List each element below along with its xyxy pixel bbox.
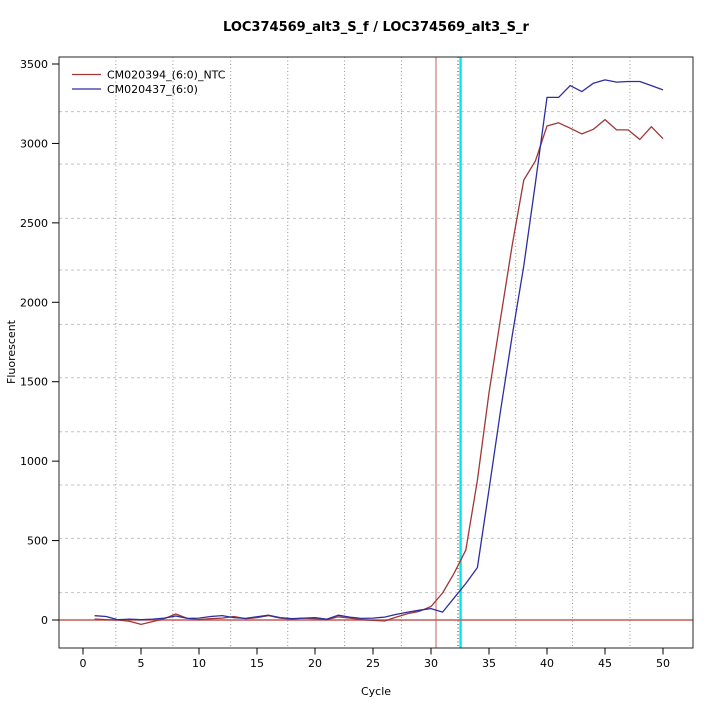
y-tick-label: 0 [41,614,48,627]
y-tick-label: 1500 [20,376,48,389]
horizontal-gridlines [59,111,693,594]
y-tick-label: 2500 [20,217,48,230]
x-tick-label: 15 [250,657,264,670]
legend-label-ntc: CM020394_(6:0)_NTC [107,69,226,82]
y-tick-label: 500 [27,535,48,548]
y-tick-label: 3500 [20,58,48,71]
curve-CM020437_(6:0) [94,79,664,621]
plot-box [58,56,694,649]
x-tick-label: 40 [540,657,554,670]
y-tick-label: 2000 [20,296,48,309]
vertical-gridlines [115,57,631,648]
curve-CM020394_(6:0)_NTC [94,118,664,626]
x-tick-label: 20 [308,657,322,670]
y-tick-label: 3000 [20,137,48,150]
x-tick-label: 5 [138,657,145,670]
y-tick-label: 1000 [20,455,48,468]
chart-title: LOC374569_alt3_S_f / LOC374569_alt3_S_r [223,20,530,35]
x-tick-label: 35 [482,657,496,670]
threshold-lines [59,57,693,648]
x-tick-label: 45 [598,657,612,670]
legend: CM020394_(6:0)_NTC CM020437_(6:0) [72,69,226,96]
x-tick-label: 10 [192,657,206,670]
amplification-curves [94,79,664,626]
x-tick-label: 50 [656,657,670,670]
y-axis-title: Fluorescent [5,319,18,384]
legend-label-sample: CM020437_(6:0) [107,83,198,96]
y-axis: 0 500 1000 1500 2000 2500 3000 3500 [20,58,59,627]
x-tick-label: 25 [366,657,380,670]
x-tick-label: 0 [80,657,87,670]
x-axis-title: Cycle [361,685,391,698]
x-tick-label: 30 [424,657,438,670]
x-axis: 0 5 10 15 20 25 30 35 40 45 50 [80,648,670,670]
